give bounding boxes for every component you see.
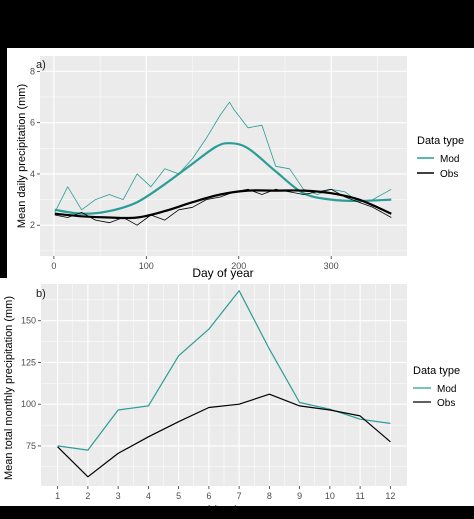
x-tick-label: 10 — [325, 491, 335, 501]
x-tick-label: 8 — [267, 491, 272, 501]
x-tick-label: 9 — [297, 491, 302, 501]
panel-a: 0 100 200 300 2 4 6 8 a) Day of year Mean daily… — [16, 56, 464, 280]
x-tick-label: 2 — [85, 491, 90, 501]
x-tick-label: 100 — [139, 261, 154, 271]
panel-a-x-axis-label: Day of year — [192, 266, 253, 280]
x-tick-label: 5 — [176, 491, 181, 501]
y-tick-label: 2 — [30, 220, 35, 230]
panel-b-label: b) — [36, 288, 46, 300]
y-tick-label: 6 — [30, 118, 35, 128]
x-tick-label: 3 — [116, 491, 121, 501]
panel-b-legend-title: Data type — [413, 365, 460, 377]
x-tick-label: 4 — [146, 491, 151, 501]
y-tick-label: 4 — [30, 169, 35, 179]
panel-b-series — [57, 290, 391, 478]
panel-a-y-axis-label: Mean daily precipitation (mm) — [16, 84, 28, 228]
panel-b-y-axis-label: Mean total monthly precipitation (mm) — [3, 296, 15, 480]
panel-b-x-axis-label: Month — [207, 503, 240, 517]
panel-a-legend-label-mod: Mod — [440, 154, 459, 165]
bottom-dark-band — [0, 506, 474, 519]
y-tick-label: 100 — [21, 399, 36, 409]
panel-a-grid — [40, 56, 407, 256]
panel-a-series — [54, 101, 392, 226]
series-line-mod — [54, 101, 392, 213]
series-line-obs — [54, 188, 392, 226]
x-tick-label: 200 — [231, 261, 246, 271]
panel-b-grid — [41, 284, 407, 486]
panel-a-ticks: 0 100 200 300 2 4 6 8 — [30, 66, 339, 271]
y-tick-label: 150 — [21, 316, 36, 326]
panel-a-plot-background — [40, 56, 407, 256]
panel-b-legend-label-mod: Mod — [437, 384, 456, 395]
x-tick-label: 1 — [55, 491, 60, 501]
x-tick-label: 6 — [206, 491, 211, 501]
panel-b-legend-label-obs: Obs — [437, 398, 455, 409]
panel-b-legend: Data type Mod Obs — [413, 365, 460, 409]
x-tick-label: 0 — [51, 261, 56, 271]
y-tick-label: 125 — [21, 357, 36, 367]
series-line-obs — [57, 393, 391, 478]
left-dark-edge — [0, 48, 7, 278]
panel-a-legend: Data type Mod Obs — [417, 135, 464, 180]
panel-a-label: a) — [36, 59, 46, 71]
smooth-trend-mod — [54, 142, 392, 215]
panel-a-legend-title: Data type — [417, 135, 464, 147]
smooth-trend-obs — [54, 189, 392, 220]
x-tick-label: 12 — [385, 491, 395, 501]
x-tick-label: 300 — [324, 261, 339, 271]
x-tick-label: 7 — [237, 491, 242, 501]
top-dark-band — [0, 0, 474, 48]
y-tick-label: 75 — [26, 441, 36, 451]
panel-a-legend-label-obs: Obs — [440, 169, 458, 180]
x-tick-label: 11 — [355, 491, 364, 501]
y-tick-label: 8 — [30, 66, 35, 76]
